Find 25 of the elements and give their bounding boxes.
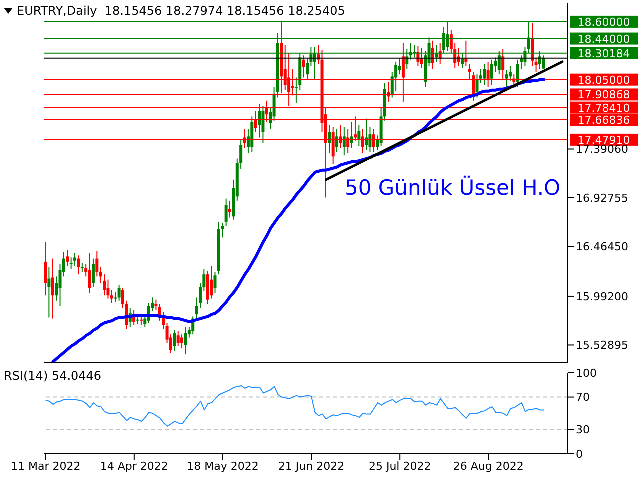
chart-title: EURTRY,Daily 18.15456 18.27974 18.15456 18.25405 — [17, 4, 346, 18]
ref-line-label: 18.44000 — [578, 32, 630, 46]
x-tick-label: 21 Jun 2022 — [278, 460, 345, 473]
y-tick-label: 16.92755 — [576, 192, 628, 205]
y-tick-label: 17.39060 — [576, 143, 628, 156]
x-tick-label: 11 Mar 2022 — [10, 460, 81, 473]
ref-line-label: 17.78410 — [578, 102, 630, 115]
ref-line-label: 18.60000 — [578, 16, 630, 29]
y-tick-label: 70 — [576, 391, 590, 404]
y-tick-label: 100 — [576, 366, 597, 380]
x-tick-label: 14 Apr 2022 — [100, 460, 168, 473]
y-tick-label: 30 — [576, 424, 590, 437]
y-tick-label: 16.46450 — [576, 240, 628, 254]
ref-line-label: 17.66836 — [578, 114, 630, 128]
ref-line-label: 18.05000 — [578, 74, 630, 87]
y-tick-label: 15.99200 — [576, 290, 628, 304]
ref-line-label: 18.30184 — [578, 47, 630, 60]
x-tick-label: 26 Aug 2022 — [453, 460, 524, 473]
y-tick-label: 0 — [576, 448, 583, 461]
x-tick-label: 25 Jul 2022 — [368, 460, 432, 473]
chart-title: RSI(14) 54.0446 — [4, 369, 102, 383]
y-tick-label: 15.52895 — [576, 339, 628, 352]
series-label: 50 Günlük Üssel H.O — [345, 176, 561, 200]
x-tick-label: 18 May 2022 — [187, 460, 259, 473]
ref-line-label: 17.90868 — [578, 88, 630, 102]
